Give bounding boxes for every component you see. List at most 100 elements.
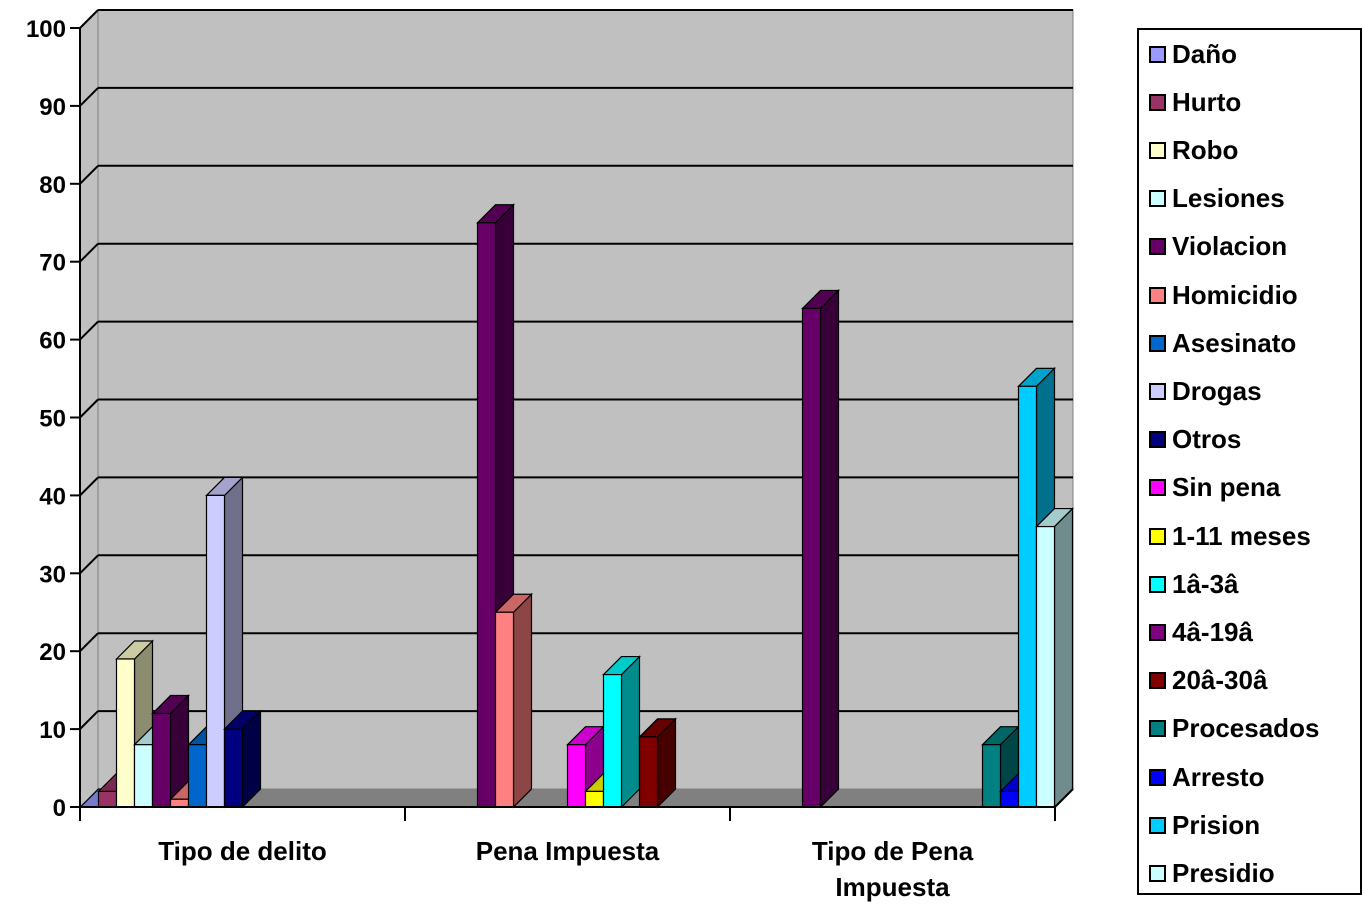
legend-swatch bbox=[1149, 286, 1166, 304]
bar-front bbox=[801, 307, 822, 808]
legend-swatch bbox=[1149, 93, 1166, 111]
legend-label: Procesados bbox=[1172, 713, 1320, 744]
legend-item: Robo bbox=[1149, 130, 1238, 170]
bar bbox=[602, 655, 641, 809]
y-tick-label: 90 bbox=[39, 94, 66, 121]
legend-item: Homicidio bbox=[1149, 275, 1298, 315]
legend-item: Drogas bbox=[1149, 371, 1262, 411]
gridline-side bbox=[79, 87, 99, 107]
bar-front bbox=[97, 790, 118, 808]
y-tick-label: 0 bbox=[53, 795, 66, 822]
legend-swatch bbox=[1149, 816, 1166, 834]
legend-swatch bbox=[1149, 527, 1166, 545]
legend-item: Sin pena bbox=[1149, 468, 1280, 508]
bar-side bbox=[620, 655, 641, 809]
legend-label: Presidio bbox=[1172, 857, 1275, 888]
x-category-label: Tipo de delito bbox=[158, 836, 327, 866]
legend-item: 20â-30â bbox=[1149, 661, 1267, 701]
bar-front bbox=[476, 222, 497, 808]
legend-item: Procesados bbox=[1149, 709, 1319, 749]
axes bbox=[70, 27, 1074, 821]
legend-swatch bbox=[1149, 672, 1166, 690]
bar-front bbox=[115, 658, 136, 808]
legend-item: Arresto bbox=[1149, 757, 1264, 797]
bar-side bbox=[512, 592, 533, 809]
legend-swatch bbox=[1149, 382, 1166, 400]
bar-front bbox=[133, 744, 154, 808]
y-tick-label: 10 bbox=[39, 717, 66, 744]
bar-chart: 0 10 20 30 40 50 60 70 80 90 100 Tipo de delito Pen… bbox=[26, 8, 1075, 902]
legend: Daño Hurto Robo Lesiones Violacion Homicidio A… bbox=[1137, 28, 1362, 895]
gridline-side bbox=[79, 398, 99, 419]
bar-front bbox=[1035, 525, 1056, 808]
bar bbox=[223, 709, 262, 809]
legend-label: Violacion bbox=[1172, 231, 1288, 262]
gridlines bbox=[79, 9, 1073, 730]
legend-label: Robo bbox=[1172, 134, 1239, 165]
legend-swatch bbox=[1149, 575, 1166, 593]
bar bbox=[638, 717, 677, 809]
bar-front bbox=[638, 736, 659, 808]
legend-swatch bbox=[1149, 720, 1166, 738]
y-tick-label: 80 bbox=[39, 172, 66, 199]
bar-front bbox=[999, 790, 1020, 808]
legend-label: Daño bbox=[1172, 38, 1237, 69]
bar-front bbox=[1017, 385, 1038, 808]
bar-front bbox=[566, 744, 587, 808]
legend-swatch bbox=[1149, 623, 1166, 641]
gridline-side bbox=[79, 710, 99, 730]
legend-swatch bbox=[1149, 431, 1166, 449]
bar-front bbox=[169, 798, 190, 808]
bar-front bbox=[223, 728, 244, 808]
y-tick-labels: 0 10 20 30 40 50 60 70 80 90 100 bbox=[26, 16, 66, 822]
legend-label: 1-11 meses bbox=[1172, 520, 1311, 551]
legend-item: Otros bbox=[1149, 420, 1241, 460]
gridline-side bbox=[79, 476, 99, 497]
y-tick-label: 40 bbox=[39, 483, 66, 510]
bar-side bbox=[1053, 507, 1074, 809]
gridline-side bbox=[79, 9, 99, 29]
legend-label: 1â-3â bbox=[1172, 568, 1239, 599]
legend-label: Arresto bbox=[1172, 761, 1265, 792]
legend-label: Prision bbox=[1172, 809, 1261, 840]
bars bbox=[79, 203, 1074, 809]
legend-item: Hurto bbox=[1149, 82, 1241, 122]
y-tick-label: 30 bbox=[39, 561, 66, 588]
bar bbox=[1035, 507, 1074, 809]
legend-label: Lesiones bbox=[1172, 183, 1285, 214]
bar-side bbox=[819, 288, 840, 809]
legend-swatch bbox=[1149, 334, 1166, 352]
bar bbox=[494, 592, 533, 809]
y-tick-label: 60 bbox=[39, 328, 66, 355]
legend-swatch bbox=[1149, 479, 1166, 497]
gridline-side bbox=[79, 165, 99, 185]
legend-item: Prision bbox=[1149, 805, 1260, 845]
legend-item: 1â-3â bbox=[1149, 564, 1239, 604]
bar bbox=[151, 694, 190, 809]
gridline-side bbox=[79, 554, 99, 575]
legend-item: Daño bbox=[1149, 34, 1237, 74]
legend-swatch bbox=[1149, 864, 1166, 882]
x-category-label: Pena Impuesta bbox=[476, 836, 660, 866]
legend-item: Asesinato bbox=[1149, 323, 1296, 363]
legend-swatch bbox=[1149, 768, 1166, 786]
bar bbox=[801, 288, 840, 809]
y-tick-label: 70 bbox=[39, 250, 66, 277]
legend-label: 20â-30â bbox=[1172, 665, 1268, 696]
legend-item: 4â-19â bbox=[1149, 612, 1253, 652]
legend-label: Hurto bbox=[1172, 86, 1242, 117]
bar-front bbox=[981, 744, 1002, 808]
bar-front bbox=[187, 744, 208, 808]
legend-label: Otros bbox=[1172, 424, 1242, 455]
y-tick-label: 20 bbox=[39, 639, 66, 666]
legend-item: Lesiones bbox=[1149, 179, 1285, 219]
y-tick-label: 50 bbox=[39, 406, 66, 433]
x-category-labels: Tipo de delito Pena Impuesta Tipo de Pena I… bbox=[158, 836, 973, 902]
bar-front bbox=[151, 712, 172, 808]
legend-label: Asesinato bbox=[1172, 327, 1297, 358]
legend-label: 4â-19â bbox=[1172, 616, 1253, 647]
legend-item: 1-11 meses bbox=[1149, 516, 1311, 556]
gridline-side bbox=[79, 242, 99, 263]
bar-front bbox=[494, 611, 515, 808]
legend-swatch bbox=[1149, 45, 1166, 63]
